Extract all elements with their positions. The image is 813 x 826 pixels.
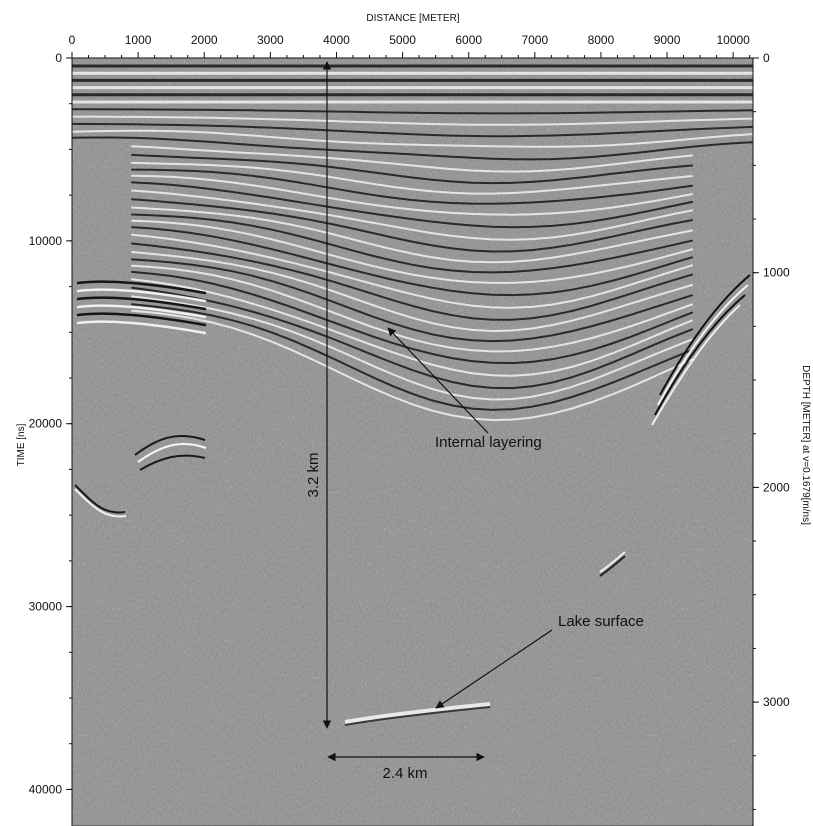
time-tick-label: 30000 — [29, 600, 63, 614]
distance-tick-label: 2000 — [191, 33, 218, 47]
reflector-line — [131, 303, 693, 411]
time-axis-label: TIME [ns] — [16, 423, 27, 466]
reflector-line — [131, 198, 693, 253]
depth-axis: 0 1000 2000 3000 — [752, 51, 790, 826]
time-tick-label: 20000 — [29, 417, 63, 431]
distance-axis: 0 1000 2000 3000 4000 5000 6000 7000 8000 9000 100… — [69, 33, 753, 59]
distance-tick-label: 10000 — [716, 33, 750, 47]
time-tick-label: 10000 — [29, 234, 63, 248]
reflector-line — [131, 251, 693, 333]
distance-tick-label: 5000 — [389, 33, 416, 47]
reflector-line — [131, 226, 693, 297]
depth-tick-label: 1000 — [763, 266, 790, 280]
reflector-line — [72, 136, 753, 161]
depth-tick-label: 0 — [763, 51, 770, 65]
reflector-line — [131, 161, 693, 195]
lake-surface-arrow — [435, 629, 553, 709]
reflector-line — [131, 278, 693, 377]
reflector-line — [76, 288, 207, 303]
reflector-line — [76, 304, 207, 319]
reflector-line — [131, 168, 693, 205]
distance-tick-label: 6000 — [455, 33, 482, 47]
reflector-line — [131, 213, 693, 274]
reflector-line — [72, 115, 753, 126]
depth-tick-label: 2000 — [763, 480, 790, 494]
reflector-line — [131, 219, 693, 284]
reflector-line — [76, 296, 207, 311]
distance-axis-label: DISTANCE [METER] — [366, 13, 459, 24]
time-tick-label: 0 — [55, 51, 62, 65]
lake-surface-label: Lake surface — [558, 613, 644, 630]
distance-tick-label: 3000 — [257, 33, 284, 47]
time-tick-label: 40000 — [29, 782, 63, 796]
reflector-line — [131, 309, 693, 422]
reflector-line — [131, 258, 693, 343]
reflector-line — [131, 181, 693, 229]
reflector-line — [131, 242, 693, 321]
reflector-line — [131, 233, 693, 309]
internal-layering-arrow — [387, 327, 489, 434]
reflector-line — [72, 108, 753, 115]
distance-tick-label: 8000 — [588, 33, 615, 47]
reflector-line — [131, 264, 693, 353]
reflector-line — [131, 174, 693, 216]
reflector-line — [76, 280, 207, 295]
reflector-line — [131, 189, 693, 241]
vertical-scale-label: 3.2 km — [305, 452, 322, 497]
distance-tick-label: 7000 — [521, 33, 548, 47]
time-axis: 0 10000 20000 30000 40000 — [29, 51, 73, 826]
depth-axis-label: DEPTH [METER] at v=0.1679[m/ns] — [800, 365, 811, 525]
reflector-line — [72, 122, 753, 138]
distance-tick-label: 9000 — [654, 33, 681, 47]
lake-surface-reflector — [344, 702, 491, 726]
reflector-line — [131, 286, 693, 390]
radargram-image — [72, 58, 753, 826]
reflector-line — [131, 206, 693, 264]
distance-tick-label: 1000 — [125, 33, 152, 47]
reflector-line — [76, 320, 207, 335]
internal-layering-label: Internal layering — [435, 434, 542, 451]
distance-tick-label: 0 — [69, 33, 76, 47]
distance-tick-label: 4000 — [323, 33, 350, 47]
reflector-line — [131, 295, 693, 401]
right-bedrock-reflections — [599, 274, 751, 577]
reflector-line — [131, 145, 693, 173]
stratigraphic-reflectors — [72, 64, 753, 422]
left-bedrock-reflections — [74, 435, 207, 518]
reflector-line — [131, 270, 693, 365]
reflector-line — [131, 153, 693, 185]
horizontal-scale-label: 2.4 km — [382, 765, 427, 782]
reflector-line — [72, 129, 753, 148]
depth-tick-label: 3000 — [763, 695, 790, 709]
reflector-line — [76, 312, 207, 327]
